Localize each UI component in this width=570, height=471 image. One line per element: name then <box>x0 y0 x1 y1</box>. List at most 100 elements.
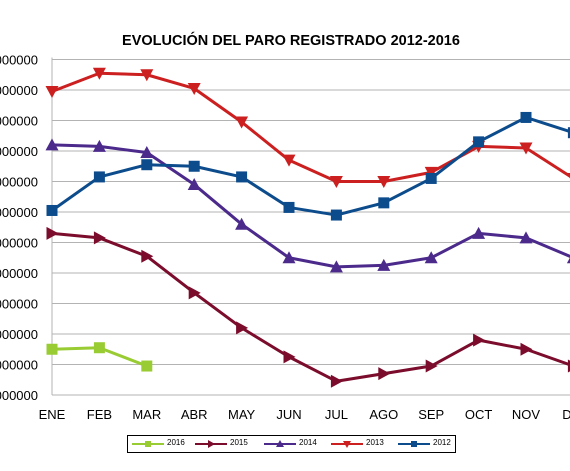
x-tick-label: AGO <box>369 407 398 422</box>
x-tick-label: JUL <box>325 407 348 422</box>
data-point <box>141 249 154 263</box>
data-point <box>377 176 391 188</box>
series-line <box>51 71 570 183</box>
data-point <box>378 197 390 209</box>
data-point <box>46 204 58 216</box>
x-tick-label: DIC <box>562 407 570 422</box>
data-point <box>93 171 105 183</box>
series-2014 <box>45 138 570 273</box>
data-point <box>46 226 59 240</box>
series-line <box>51 231 570 383</box>
series-2015 <box>46 226 570 388</box>
data-point <box>567 127 570 139</box>
data-point <box>566 172 570 179</box>
legend-swatch <box>132 441 164 447</box>
data-point <box>425 359 438 373</box>
legend-label: 2015 <box>230 438 248 447</box>
data-point <box>329 260 343 273</box>
data-point <box>472 226 486 239</box>
series-layer <box>45 67 570 388</box>
data-point <box>566 257 570 264</box>
legend-label: 2012 <box>433 438 451 447</box>
data-point <box>282 251 296 264</box>
data-point <box>473 136 485 148</box>
x-tick-label: FEB <box>87 407 112 422</box>
legend-swatch <box>331 441 363 448</box>
data-point <box>188 160 200 172</box>
data-point <box>141 159 153 171</box>
data-point <box>235 116 249 129</box>
data-point <box>283 201 295 213</box>
data-point <box>187 82 201 95</box>
data-point <box>377 258 391 271</box>
series-line <box>51 115 570 217</box>
data-point <box>93 342 105 354</box>
x-tick-label: SEP <box>418 407 444 422</box>
series-2012 <box>46 111 570 221</box>
data-point <box>140 69 154 82</box>
data-point <box>276 440 284 447</box>
data-point <box>424 251 438 264</box>
series-2016 <box>46 342 153 372</box>
legend-label: 2013 <box>366 438 384 447</box>
chart-title: EVOLUCIÓN DEL PARO REGISTRADO 2012-2016 <box>122 33 460 49</box>
x-tick-label: MAY <box>228 407 256 422</box>
data-point <box>329 176 343 188</box>
data-point <box>520 111 532 123</box>
data-point <box>411 441 417 447</box>
y-axis: 00000 0 0000 00 000 000 00 0000 0 00000 00000 0 0000… <box>0 53 53 403</box>
x-tick-label: OCT <box>465 407 493 422</box>
legend-swatch <box>195 440 227 448</box>
data-point <box>145 441 151 447</box>
data-point <box>235 217 249 230</box>
data-point <box>424 166 438 179</box>
x-axis: ENE FEB MAR ABR MAY JUN JUL AGO SEP OCT NOV DIC <box>39 407 570 422</box>
data-point <box>140 146 154 159</box>
data-point <box>45 138 59 151</box>
series-line <box>51 143 570 269</box>
data-point <box>188 286 201 300</box>
data-point <box>567 359 570 373</box>
data-point <box>425 172 437 184</box>
legend-label: 2014 <box>299 438 317 447</box>
x-tick-label: JUN <box>276 407 301 422</box>
legend-label: 2016 <box>167 438 185 447</box>
data-point <box>519 142 533 155</box>
data-point <box>330 374 343 388</box>
legend: 2016 2015 2014 2013 2012 <box>127 435 456 453</box>
x-tick-label: NOV <box>512 407 541 422</box>
data-point <box>141 360 153 372</box>
data-point <box>330 209 342 221</box>
gridlines <box>52 59 570 396</box>
data-point <box>92 67 106 80</box>
data-point <box>343 441 351 448</box>
data-point <box>236 321 249 335</box>
x-tick-label: ENE <box>39 407 66 422</box>
data-point <box>46 343 58 355</box>
data-point <box>92 139 106 152</box>
data-point <box>378 367 391 381</box>
legend-swatch <box>398 441 430 447</box>
legend-swatch <box>264 440 296 447</box>
data-point <box>519 231 533 244</box>
x-tick-label: MAR <box>132 407 161 422</box>
x-tick-label: ABR <box>181 407 208 422</box>
data-point <box>208 440 215 448</box>
data-point <box>187 178 201 191</box>
data-point <box>282 154 296 167</box>
data-point <box>236 171 248 183</box>
data-point <box>45 86 59 99</box>
